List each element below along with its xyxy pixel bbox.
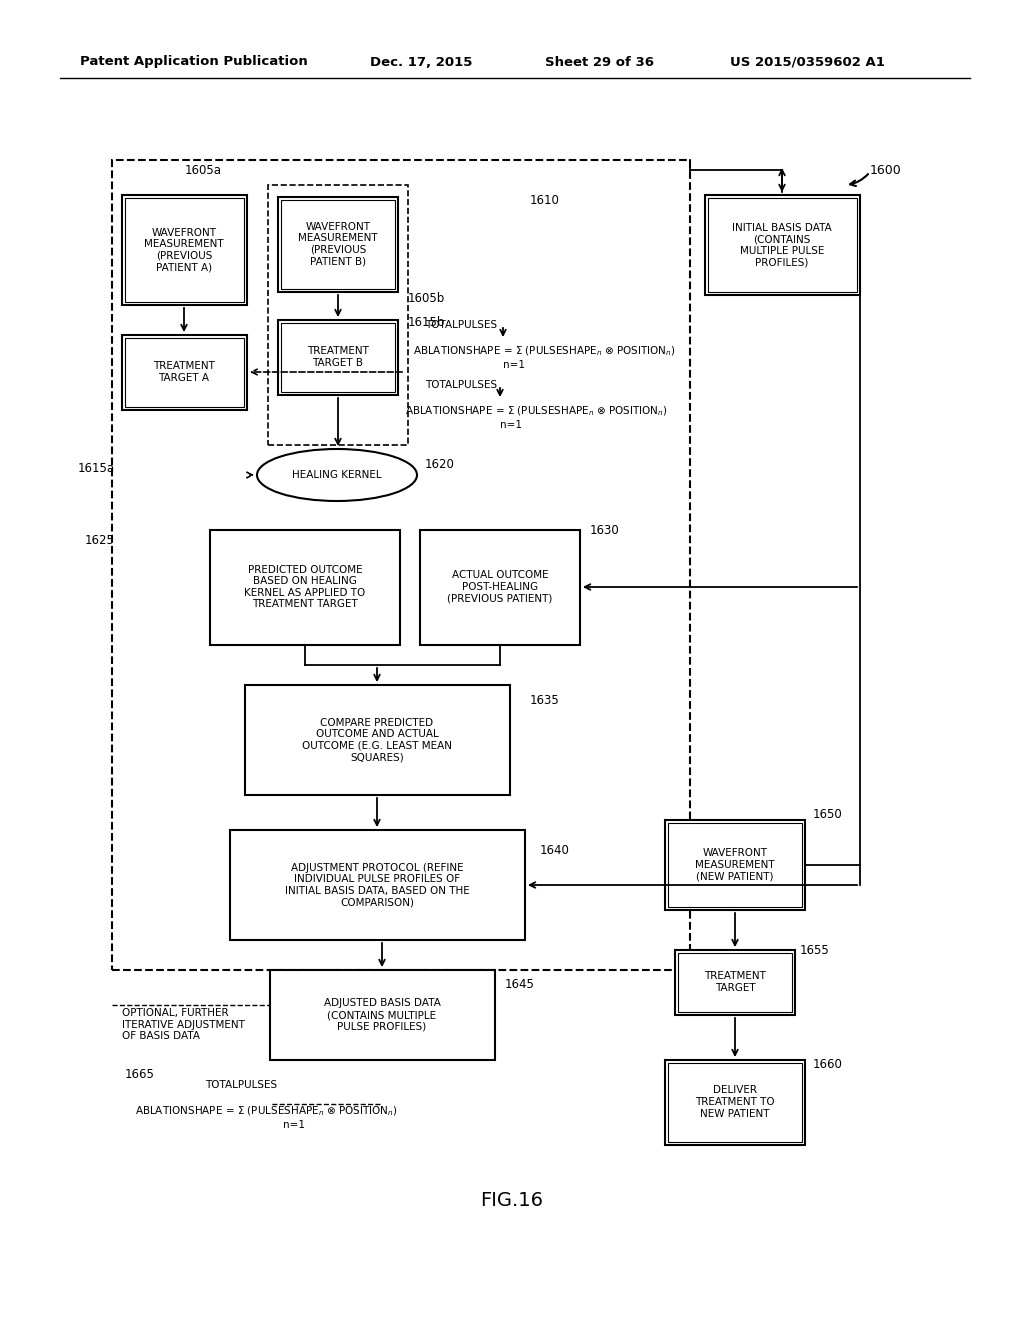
Bar (668, 822, 802, 907)
Bar (675, 950, 795, 1015)
Text: ABLATIONSHAPE = $\Sigma$ (PULSESHAPE$_n$ $\otimes$ POSITION$_n$): ABLATIONSHAPE = $\Sigma$ (PULSESHAPE$_n$… (413, 345, 676, 358)
Text: 1630: 1630 (590, 524, 620, 536)
Text: 1615a: 1615a (78, 462, 115, 474)
Bar (270, 970, 495, 1060)
Bar (665, 820, 805, 909)
Text: TREATMENT
TARGET: TREATMENT TARGET (705, 972, 766, 993)
Bar (281, 201, 395, 289)
Text: 1620: 1620 (425, 458, 455, 471)
Text: TREATMENT
TARGET A: TREATMENT TARGET A (153, 362, 215, 383)
Bar (122, 195, 247, 305)
Bar (278, 319, 398, 395)
Bar (125, 198, 244, 302)
Text: ADJUSTMENT PROTOCOL (REFINE
INDIVIDUAL PULSE PROFILES OF
INITIAL BASIS DATA, BAS: ADJUSTMENT PROTOCOL (REFINE INDIVIDUAL P… (285, 862, 469, 907)
Bar (125, 338, 244, 407)
Text: ADJUSTED BASIS DATA
(CONTAINS MULTIPLE
PULSE PROFILES): ADJUSTED BASIS DATA (CONTAINS MULTIPLE P… (324, 998, 440, 1032)
Text: FIG.16: FIG.16 (480, 1191, 544, 1209)
Text: n=1: n=1 (283, 1119, 305, 1130)
Text: 1610: 1610 (530, 194, 560, 206)
Text: 1605a: 1605a (185, 164, 222, 177)
Bar (420, 531, 580, 645)
Bar (281, 323, 395, 392)
Bar (708, 198, 857, 292)
Text: 1625: 1625 (85, 533, 115, 546)
Text: TOTALPULSES: TOTALPULSES (425, 380, 497, 389)
Text: WAVEFRONT
MEASUREMENT
(NEW PATIENT): WAVEFRONT MEASUREMENT (NEW PATIENT) (695, 849, 775, 882)
Text: 1650: 1650 (813, 808, 843, 821)
Text: ABLATIONSHAPE = $\Sigma$ (PULSESHAPE$_n$ $\otimes$ POSITION$_n$): ABLATIONSHAPE = $\Sigma$ (PULSESHAPE$_n$… (135, 1104, 397, 1118)
Text: Sheet 29 of 36: Sheet 29 of 36 (545, 55, 654, 69)
Text: WAVEFRONT
MEASUREMENT
(PREVIOUS
PATIENT B): WAVEFRONT MEASUREMENT (PREVIOUS PATIENT … (298, 222, 378, 267)
Ellipse shape (257, 449, 417, 502)
Text: 1640: 1640 (540, 843, 570, 857)
Text: HEALING KERNEL: HEALING KERNEL (292, 470, 382, 480)
Text: INITIAL BASIS DATA
(CONTAINS
MULTIPLE PULSE
PROFILES): INITIAL BASIS DATA (CONTAINS MULTIPLE PU… (732, 223, 831, 268)
Bar (705, 195, 860, 294)
Bar (210, 531, 400, 645)
Bar (122, 335, 247, 411)
Text: 1635: 1635 (530, 693, 560, 706)
Text: 1645: 1645 (505, 978, 535, 991)
Bar (230, 830, 525, 940)
Text: US 2015/0359602 A1: US 2015/0359602 A1 (730, 55, 885, 69)
Bar (665, 1060, 805, 1144)
Bar (112, 160, 690, 970)
Text: DELIVER
TREATMENT TO
NEW PATIENT: DELIVER TREATMENT TO NEW PATIENT (695, 1085, 775, 1118)
Text: 1655: 1655 (800, 944, 829, 957)
Bar (678, 953, 792, 1012)
Text: 1665: 1665 (125, 1068, 155, 1081)
Text: 1605b: 1605b (408, 292, 445, 305)
Text: OPTIONAL, FURTHER
ITERATIVE ADJUSTMENT
OF BASIS DATA: OPTIONAL, FURTHER ITERATIVE ADJUSTMENT O… (122, 1008, 245, 1041)
Text: Dec. 17, 2015: Dec. 17, 2015 (370, 55, 472, 69)
Text: ABLATIONSHAPE = $\Sigma$ (PULSESHAPE$_n$ $\otimes$ POSITION$_n$): ABLATIONSHAPE = $\Sigma$ (PULSESHAPE$_n$… (406, 404, 668, 417)
Text: Patent Application Publication: Patent Application Publication (80, 55, 308, 69)
Bar (268, 185, 408, 445)
Text: 1615b: 1615b (408, 315, 445, 329)
Bar (278, 197, 398, 292)
Text: n=1: n=1 (500, 420, 522, 430)
Text: 1660: 1660 (813, 1059, 843, 1072)
Text: WAVEFRONT
MEASUREMENT
(PREVIOUS
PATIENT A): WAVEFRONT MEASUREMENT (PREVIOUS PATIENT … (144, 227, 224, 272)
Text: COMPARE PREDICTED
OUTCOME AND ACTUAL
OUTCOME (E.G. LEAST MEAN
SQUARES): COMPARE PREDICTED OUTCOME AND ACTUAL OUT… (302, 718, 452, 763)
Text: 1600: 1600 (870, 164, 902, 177)
Bar (245, 685, 510, 795)
Text: TOTALPULSES: TOTALPULSES (205, 1080, 278, 1090)
Text: TOTALPULSES: TOTALPULSES (425, 319, 497, 330)
Text: PREDICTED OUTCOME
BASED ON HEALING
KERNEL AS APPLIED TO
TREATMENT TARGET: PREDICTED OUTCOME BASED ON HEALING KERNE… (245, 565, 366, 610)
Bar (668, 1063, 802, 1142)
Text: TREATMENT
TARGET B: TREATMENT TARGET B (307, 346, 369, 368)
Text: n=1: n=1 (503, 360, 525, 370)
Text: ACTUAL OUTCOME
POST-HEALING
(PREVIOUS PATIENT): ACTUAL OUTCOME POST-HEALING (PREVIOUS PA… (447, 570, 553, 603)
